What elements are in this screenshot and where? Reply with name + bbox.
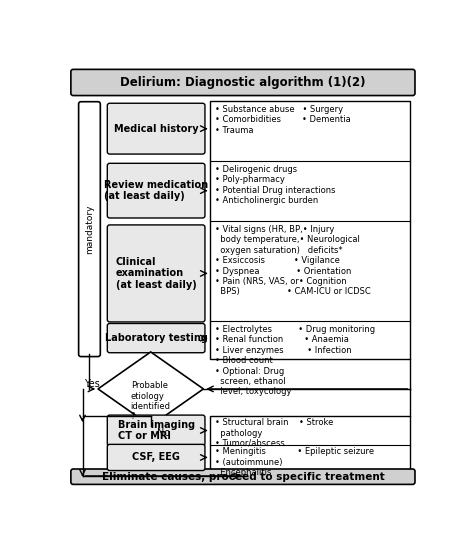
FancyBboxPatch shape (79, 102, 100, 357)
Text: Probable
etiology
identified
?: Probable etiology identified ? (131, 381, 171, 422)
FancyBboxPatch shape (107, 103, 205, 154)
Text: Yes: Yes (84, 379, 100, 389)
Text: • Structural brain    • Stroke
  pathology
• Tumor/abscess: • Structural brain • Stroke pathology • … (215, 418, 333, 448)
FancyBboxPatch shape (107, 415, 205, 446)
Bar (210, 416, 410, 472)
Text: • Meningitis            • Epileptic seizure
• (autoimmune)
  Encephalitis: • Meningitis • Epileptic seizure • (auto… (215, 447, 374, 477)
FancyBboxPatch shape (107, 444, 205, 471)
FancyBboxPatch shape (107, 163, 205, 218)
Text: Delirium: Diagnostic algorithm (1)(2): Delirium: Diagnostic algorithm (1)(2) (120, 76, 365, 89)
FancyBboxPatch shape (71, 69, 415, 96)
Text: • Delirogenic drugs
• Poly-pharmacy
• Potential Drug interactions
• Anticholiner: • Delirogenic drugs • Poly-pharmacy • Po… (215, 165, 336, 205)
Text: Laboratory testing: Laboratory testing (105, 333, 208, 343)
Text: mandatory: mandatory (85, 204, 94, 254)
FancyBboxPatch shape (71, 469, 415, 484)
Text: • Substance abuse   • Surgery
• Comorbidities        • Dementia
• Trauma: • Substance abuse • Surgery • Comorbidit… (215, 105, 351, 135)
Bar (210, 101, 410, 359)
Text: Eliminate causes, proceed to specific treatment: Eliminate causes, proceed to specific tr… (101, 472, 384, 482)
Text: Medical history: Medical history (114, 123, 199, 134)
Text: CSF, EEG: CSF, EEG (132, 453, 180, 462)
Polygon shape (98, 352, 203, 426)
Text: • Vital signs (HR, BP,• Injury
  body temperature,• Neurological
  oxygen satura: • Vital signs (HR, BP,• Injury body temp… (215, 225, 371, 296)
Text: Clinical
examination
(at least daily): Clinical examination (at least daily) (116, 257, 197, 290)
Text: Review medication
(at least daily): Review medication (at least daily) (104, 180, 208, 201)
Text: • Electrolytes          • Drug monitoring
• Renal function        • Anaemia
• Li: • Electrolytes • Drug monitoring • Renal… (215, 325, 375, 396)
FancyBboxPatch shape (107, 323, 205, 353)
Text: No: No (157, 428, 170, 438)
FancyBboxPatch shape (107, 225, 205, 322)
Text: Brain imaging
CT or MRI: Brain imaging CT or MRI (118, 420, 195, 441)
